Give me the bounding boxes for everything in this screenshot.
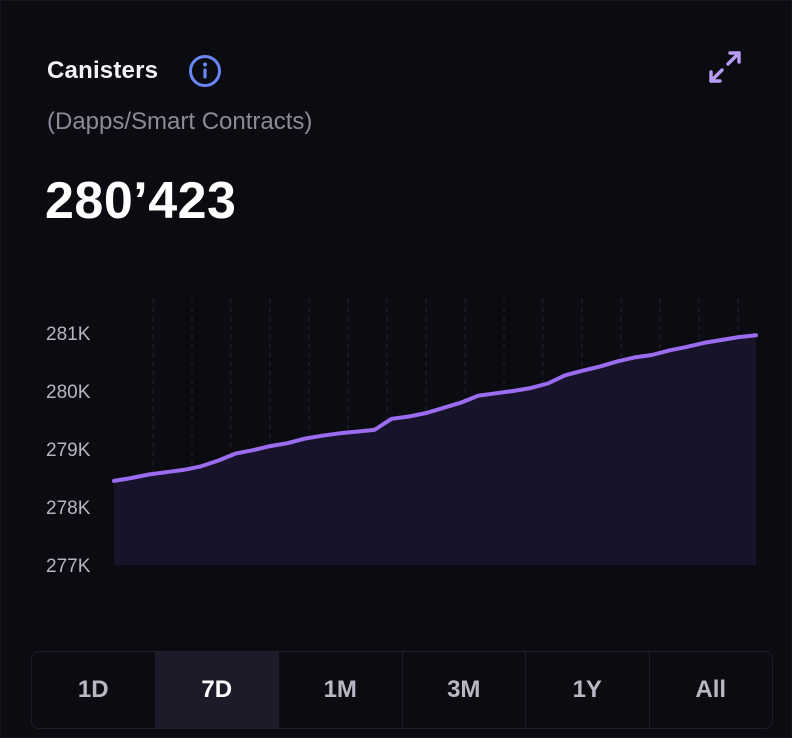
range-button-3m[interactable]: 3M — [403, 652, 526, 728]
expand-icon[interactable] — [706, 48, 744, 86]
y-tick-label: 281K — [46, 324, 91, 345]
time-range-selector: 1D 7D 1M 3M 1Y All — [31, 651, 773, 729]
range-button-1y[interactable]: 1Y — [526, 652, 650, 728]
range-button-1d[interactable]: 1D — [32, 652, 156, 728]
range-button-1m[interactable]: 1M — [279, 652, 403, 728]
chart-area-layer — [112, 333, 758, 565]
card-title: Canisters — [47, 57, 159, 84]
series-line — [112, 333, 758, 483]
y-tick-label: 279K — [46, 440, 91, 461]
y-tick-label: 278K — [46, 498, 91, 519]
range-button-all[interactable]: All — [695, 676, 727, 703]
info-icon[interactable] — [188, 54, 222, 88]
y-axis: 281K 280K 279K 278K 277K — [46, 324, 91, 577]
canister-count: 280’423 — [45, 172, 237, 230]
y-tick-label: 280K — [46, 382, 91, 403]
canisters-chart: 281K 280K 279K 278K 277K — [46, 299, 758, 577]
card-subtitle: (Dapps/Smart Contracts) — [47, 108, 313, 135]
y-tick-label: 277K — [46, 556, 91, 577]
range-button-7d[interactable]: 7D — [155, 652, 279, 728]
series-area — [114, 335, 756, 565]
